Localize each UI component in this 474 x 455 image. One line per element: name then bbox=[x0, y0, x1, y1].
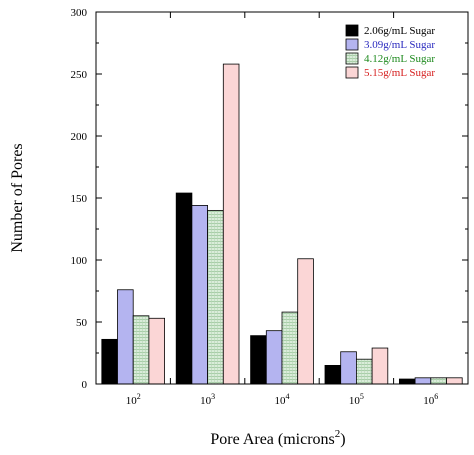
legend-label: 2.06g/mL Sugar bbox=[364, 25, 435, 37]
x-tick-label: 106 bbox=[423, 392, 438, 407]
bar-3-3 bbox=[281, 311, 299, 385]
legend-label: 3.09g/mL Sugar bbox=[364, 39, 435, 51]
bar-1-5 bbox=[398, 378, 416, 385]
bar-2-3 bbox=[265, 330, 283, 385]
x-tick-base: 10 bbox=[423, 395, 435, 407]
y-tick-label: 300 bbox=[71, 7, 88, 19]
legend: 2.06g/mL Sugar 3.09g/mL Sugar 4.12g/mL Sug… bbox=[345, 24, 435, 79]
bar-4-3 bbox=[297, 258, 314, 385]
x-tick-label: 104 bbox=[275, 392, 290, 407]
x-tick-base: 10 bbox=[126, 395, 138, 407]
x-axis: 102 103 104 105 106 bbox=[126, 12, 438, 407]
y-tick-label: 150 bbox=[71, 193, 88, 205]
bar-3-1 bbox=[132, 315, 150, 385]
bar-2-2 bbox=[191, 205, 208, 385]
x-tick-base: 10 bbox=[200, 395, 212, 407]
x-tick-base: 10 bbox=[349, 395, 361, 407]
legend-swatch bbox=[345, 66, 359, 79]
bar-1-2 bbox=[175, 192, 193, 385]
legend-swatch bbox=[345, 38, 359, 51]
bar-4-2 bbox=[222, 63, 240, 385]
y-tick-label: 250 bbox=[71, 69, 88, 81]
x-axis-title: Pore Area (microns2) bbox=[210, 428, 345, 448]
bar-4-1 bbox=[148, 317, 165, 385]
bar-1-1 bbox=[101, 338, 118, 385]
x-tick-exponent: 4 bbox=[286, 392, 290, 401]
x-axis-title-sup: 2 bbox=[335, 428, 341, 440]
bar-3-5 bbox=[430, 377, 447, 385]
x-tick-base: 10 bbox=[275, 395, 287, 407]
x-axis-title-main: Pore Area (microns bbox=[210, 431, 334, 448]
x-axis-title-end: ) bbox=[340, 431, 345, 448]
bar-4-5 bbox=[446, 377, 463, 385]
legend-swatch bbox=[345, 52, 359, 65]
legend-label: 5.15g/mL Sugar bbox=[364, 67, 435, 79]
bar-1-4 bbox=[324, 364, 342, 385]
x-tick-label: 105 bbox=[349, 392, 364, 407]
y-tick-label: 100 bbox=[71, 255, 88, 267]
y-axis-title: Number of Pores bbox=[9, 143, 26, 252]
bar-2-5 bbox=[414, 377, 432, 385]
legend-swatch bbox=[345, 24, 359, 37]
bars-layer bbox=[101, 63, 463, 385]
x-tick-exponent: 6 bbox=[434, 392, 438, 401]
y-tick-label: 0 bbox=[82, 379, 88, 391]
bar-4-4 bbox=[371, 347, 389, 385]
x-tick-exponent: 5 bbox=[360, 392, 364, 401]
x-tick-exponent: 3 bbox=[211, 392, 215, 401]
x-tick-label: 103 bbox=[200, 392, 215, 407]
bar-2-4 bbox=[340, 351, 357, 385]
bar-2-1 bbox=[117, 289, 134, 385]
bar-3-4 bbox=[355, 358, 373, 385]
bar-1-3 bbox=[250, 335, 267, 385]
x-tick-label: 102 bbox=[126, 392, 141, 407]
y-tick-label: 50 bbox=[76, 317, 88, 329]
y-axis: 0 50 100 150 200 250 300 bbox=[71, 7, 468, 391]
bar-3-2 bbox=[207, 209, 224, 385]
y-tick-label: 200 bbox=[71, 131, 88, 143]
x-tick-exponent: 2 bbox=[137, 392, 141, 401]
legend-label: 4.12g/mL Sugar bbox=[364, 53, 435, 65]
